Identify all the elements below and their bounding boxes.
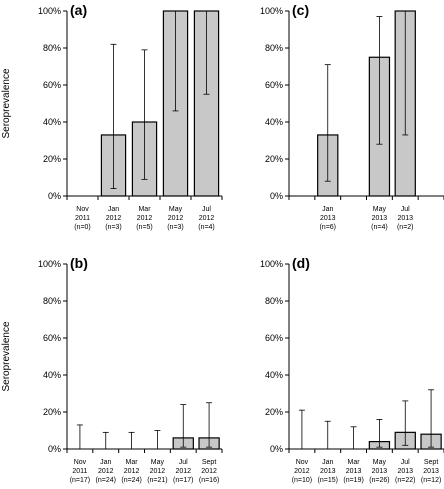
y-tick-label: 20% (43, 154, 61, 164)
y-tick-label: 80% (43, 296, 61, 306)
x-category-label: Sept (202, 459, 216, 466)
x-category-label: (n=19) (343, 477, 363, 484)
y-tick-label: 0% (48, 191, 61, 201)
x-category-label: Nov (296, 459, 309, 466)
x-category-label: Nov (76, 206, 89, 213)
panel-label: (d) (292, 255, 310, 271)
x-category-label: Jul (179, 459, 188, 466)
x-category-label: Jul (401, 206, 410, 213)
x-category-label: Jan (322, 206, 333, 213)
x-category-label: 2013 (320, 468, 336, 475)
y-tick-label: 40% (43, 117, 61, 127)
y-axis-title: Seroprevalence (1, 68, 12, 138)
x-category-label: (n=15) (318, 477, 338, 484)
y-tick-label: 80% (43, 43, 61, 53)
y-tick-label: 20% (43, 407, 61, 417)
x-category-label: Mar (138, 206, 151, 213)
y-tick-label: 80% (265, 43, 283, 53)
x-category-label: 2011 (72, 468, 87, 475)
y-tick-label: 40% (265, 370, 283, 380)
y-tick-label: 60% (265, 80, 283, 90)
y-tick-label: 80% (265, 296, 283, 306)
x-category-label: 2012 (98, 468, 114, 475)
x-category-label: (n=4) (371, 224, 388, 231)
x-category-label: (n=0) (74, 224, 91, 231)
x-category-label: (n=26) (369, 477, 389, 484)
x-category-label: 2013 (397, 468, 413, 475)
y-tick-label: 0% (48, 444, 61, 454)
x-category-label: 2013 (320, 215, 336, 222)
x-category-label: 2012 (294, 468, 310, 475)
x-category-label: (n=17) (70, 477, 90, 484)
y-tick-label: 60% (265, 333, 283, 343)
y-tick-label: 0% (270, 444, 283, 454)
x-category-label: (n=3) (105, 224, 122, 231)
x-category-label: Nov (74, 459, 87, 466)
y-tick-label: 100% (38, 6, 61, 16)
panel-label: (b) (70, 255, 88, 271)
panel-label: (c) (292, 2, 309, 18)
x-category-label: (n=10) (292, 477, 312, 484)
x-category-label: Jul (202, 206, 211, 213)
x-category-label: 2012 (175, 468, 191, 475)
x-category-label: May (169, 206, 183, 213)
y-tick-label: 100% (260, 6, 283, 16)
x-category-label: 2012 (201, 468, 217, 475)
x-category-label: 2012 (106, 215, 122, 222)
x-category-label: (n=24) (96, 477, 116, 484)
x-category-label: (n=17) (173, 477, 193, 484)
x-category-label: 2012 (137, 215, 153, 222)
x-category-label: (n=2) (397, 224, 414, 231)
x-category-label: Jan (322, 459, 333, 466)
y-axis-title: Seroprevalence (1, 321, 12, 391)
y-tick-label: 40% (43, 370, 61, 380)
y-tick-label: 20% (265, 154, 283, 164)
x-category-label: (n=12) (421, 477, 441, 484)
y-tick-label: 60% (43, 80, 61, 90)
x-category-label: (n=21) (147, 477, 167, 484)
x-category-label: 2013 (372, 215, 388, 222)
y-tick-label: 0% (270, 191, 283, 201)
x-category-label: Sept (424, 459, 438, 466)
x-category-label: 2012 (168, 215, 184, 222)
x-category-label: (n=3) (167, 224, 184, 231)
x-category-label: May (373, 459, 387, 466)
x-category-label: Mar (126, 459, 139, 466)
x-category-label: (n=24) (121, 477, 141, 484)
x-category-label: 2012 (199, 215, 215, 222)
x-category-label: May (151, 459, 165, 466)
x-category-label: (n=4) (198, 224, 215, 231)
x-category-label: May (373, 206, 387, 213)
x-category-label: Mar (348, 459, 361, 466)
x-category-label: (n=16) (199, 477, 219, 484)
x-category-label: (n=22) (395, 477, 415, 484)
y-tick-label: 100% (260, 259, 283, 269)
x-category-label: 2012 (150, 468, 166, 475)
x-category-label: (n=5) (136, 224, 153, 231)
x-category-label: Jan (108, 206, 119, 213)
x-category-label: 2012 (124, 468, 140, 475)
x-category-label: 2011 (75, 215, 90, 222)
x-category-label: Jul (401, 459, 410, 466)
x-category-label: 2013 (346, 468, 362, 475)
x-category-label: 2013 (397, 215, 413, 222)
y-tick-label: 20% (265, 407, 283, 417)
y-tick-label: 100% (38, 259, 61, 269)
y-tick-label: 40% (265, 117, 283, 127)
panel-label: (a) (70, 2, 87, 18)
x-category-label: Jan (100, 459, 111, 466)
x-category-label: 2013 (372, 468, 388, 475)
y-tick-label: 60% (43, 333, 61, 343)
x-category-label: 2013 (423, 468, 439, 475)
x-category-label: (n=6) (319, 224, 336, 231)
